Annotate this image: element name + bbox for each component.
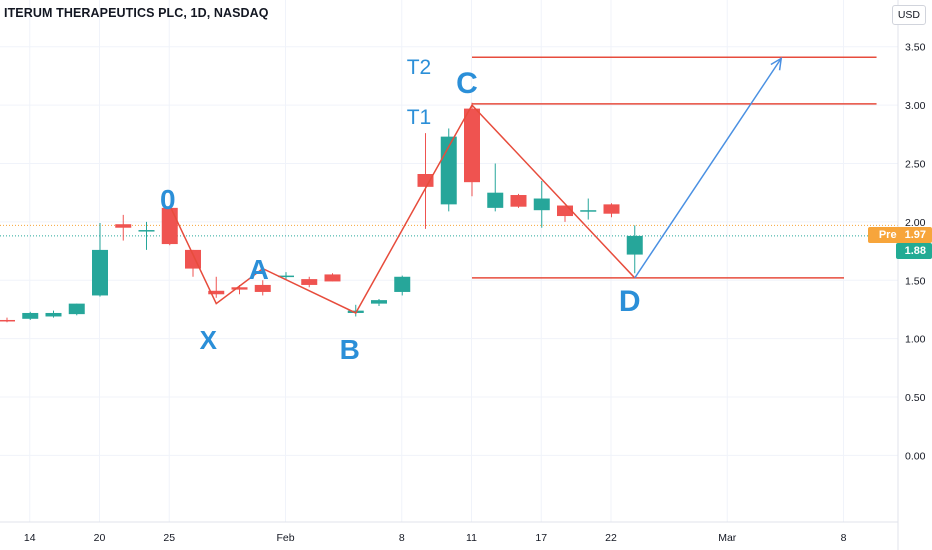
candle-body xyxy=(557,205,573,217)
pattern-zigzag xyxy=(169,103,636,314)
candle xyxy=(487,163,504,212)
candle xyxy=(22,311,39,320)
x-tick-label: 8 xyxy=(399,532,405,544)
candle xyxy=(417,133,434,229)
y-tick-label: 0.50 xyxy=(905,392,926,404)
level-label: T2 xyxy=(407,56,432,79)
candle xyxy=(301,276,318,288)
y-tick-label: 1.00 xyxy=(905,334,926,346)
candle-body xyxy=(208,290,225,295)
candle xyxy=(603,203,620,218)
candle-body xyxy=(138,230,155,232)
candles xyxy=(0,102,643,323)
candle-body xyxy=(22,312,39,319)
target-arrow-line xyxy=(634,57,782,279)
candle-body xyxy=(92,249,108,296)
candle-body xyxy=(0,319,15,322)
y-tick-label: 0.00 xyxy=(905,450,926,462)
candle xyxy=(45,310,62,318)
x-tick-label: 17 xyxy=(535,532,547,544)
candle xyxy=(394,275,411,296)
pre-market-price-tag: Pre 1.97 xyxy=(868,227,932,243)
pattern-point-label: B xyxy=(340,334,360,365)
x-tick-label: 25 xyxy=(163,532,175,544)
candle xyxy=(68,303,85,316)
candle-body xyxy=(626,235,643,255)
candle xyxy=(208,276,225,298)
candle xyxy=(464,102,480,197)
candle-body xyxy=(371,300,387,304)
candle-body xyxy=(324,274,341,282)
candle-body xyxy=(231,287,248,290)
y-tick-label: 3.00 xyxy=(905,100,926,112)
candle-body xyxy=(68,303,85,315)
x-tick-label: 20 xyxy=(94,532,106,544)
candle-body xyxy=(278,275,294,278)
x-tick-label: 8 xyxy=(841,532,847,544)
candle xyxy=(557,205,573,222)
candle xyxy=(138,221,155,250)
y-tick-label: 2.00 xyxy=(905,217,926,229)
candle-body xyxy=(161,207,178,245)
grid xyxy=(0,0,898,522)
x-tick-label: 22 xyxy=(605,532,617,544)
candle xyxy=(115,214,132,241)
x-tick-label: 11 xyxy=(466,532,477,544)
last-price-tag: 1.88 xyxy=(896,243,932,259)
symbol-title: ITERUM THERAPEUTICS PLC, 1D, NASDAQ xyxy=(4,6,269,20)
candle-body xyxy=(487,192,504,208)
candle xyxy=(0,317,15,323)
candle-body xyxy=(301,279,318,285)
y-tick-label: 2.50 xyxy=(905,158,926,170)
candle xyxy=(510,193,527,208)
pattern-point-label: D xyxy=(619,285,641,318)
candle-body xyxy=(45,312,62,317)
candle xyxy=(371,298,387,306)
candle-body xyxy=(394,276,411,292)
pattern-point-label: C xyxy=(456,67,478,100)
candle xyxy=(533,181,550,228)
candle-body xyxy=(510,195,527,207)
candle xyxy=(92,223,108,297)
y-tick-label: 1.50 xyxy=(905,275,926,287)
candle-body xyxy=(115,224,132,228)
candle xyxy=(278,272,294,280)
candle-body xyxy=(254,284,271,292)
candle-body xyxy=(464,108,480,183)
harmonic-pattern: 0 X A B C D T2 T1 xyxy=(160,56,877,365)
candle xyxy=(626,225,643,274)
pattern-point-label: X xyxy=(200,325,218,355)
pattern-point-label: 0 xyxy=(160,184,176,215)
candle-body xyxy=(417,174,434,187)
candle xyxy=(580,198,597,220)
y-tick-label: 3.50 xyxy=(905,42,926,54)
pattern-point-label: A xyxy=(249,254,269,285)
candle xyxy=(440,128,457,212)
candle xyxy=(254,280,271,296)
pre-label: Pre xyxy=(878,229,897,241)
candle-body xyxy=(603,204,620,214)
candle-body xyxy=(580,210,597,212)
currency-badge[interactable]: USD xyxy=(891,5,926,25)
level-label: T1 xyxy=(407,106,432,129)
candle xyxy=(324,273,341,282)
pre-value: 1.97 xyxy=(904,229,926,241)
reference-lines xyxy=(0,224,898,237)
candle-body xyxy=(533,198,550,211)
target-arrow-head xyxy=(770,56,783,71)
x-tick-label: Feb xyxy=(276,532,294,544)
x-tick-label: Mar xyxy=(718,532,737,544)
x-tick-label: 14 xyxy=(24,532,36,544)
candle xyxy=(161,205,178,246)
